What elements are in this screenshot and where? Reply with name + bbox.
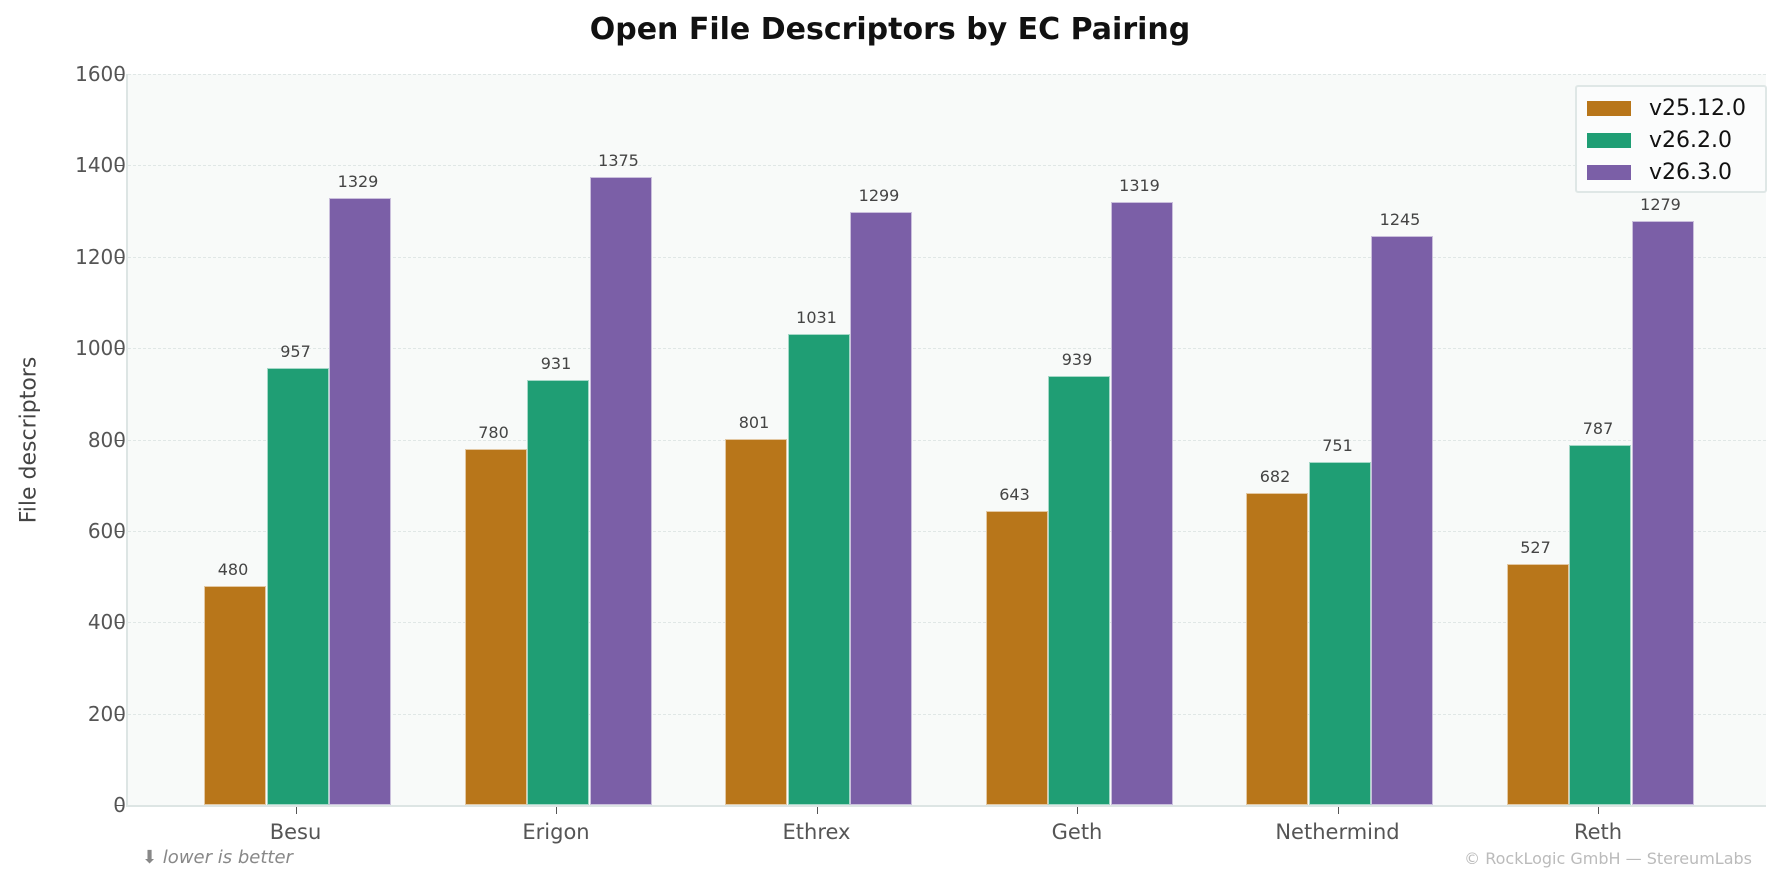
bar-value-label: 682	[1259, 467, 1291, 487]
bar-ethrex-v26-3-0	[850, 211, 912, 805]
y-tick-mark	[116, 348, 124, 350]
gridline	[128, 74, 1766, 75]
legend-swatch-icon	[1587, 132, 1631, 148]
legend-label: v26.2.0	[1649, 127, 1732, 153]
y-tick-label: 1200	[75, 244, 126, 269]
legend-item-v26-2-0: v26.2.0	[1587, 125, 1732, 155]
bar-geth-v26-2-0	[1048, 376, 1110, 805]
bar-value-label: 1329	[337, 171, 379, 191]
bar-value-label: 1279	[1640, 194, 1681, 214]
y-tick-mark	[116, 530, 124, 532]
legend-item-v26-3-0: v26.3.0	[1587, 157, 1732, 187]
bar-geth-v25-12-0	[985, 511, 1048, 805]
bar-value-label: 957	[280, 341, 311, 361]
bar-value-label: 480	[217, 559, 249, 579]
legend-label: v26.3.0	[1649, 159, 1732, 185]
y-tick-mark	[116, 622, 124, 624]
bar-value-label: 527	[1520, 538, 1551, 558]
bar-nethermind-v26-3-0	[1371, 236, 1433, 805]
x-tick-label-ethrex: Ethrex	[782, 820, 851, 844]
x-tick-mark	[1077, 807, 1078, 814]
bar-value-label: 1031	[796, 307, 837, 327]
legend-label: v25.12.0	[1649, 95, 1746, 121]
bar-value-label: 751	[1322, 435, 1353, 455]
legend: v25.12.0 v26.2.0 v26.3.0	[1575, 85, 1767, 193]
bar-value-label: 643	[999, 485, 1030, 505]
y-tick-mark	[116, 74, 124, 75]
y-tick-label: 200	[87, 701, 126, 726]
x-tick-mark	[295, 807, 297, 814]
chart-title: Open File Descriptors by EC Pairing	[589, 12, 1191, 47]
y-axis-title: File descriptors	[16, 356, 42, 524]
bar-value-label: 1245	[1379, 210, 1421, 230]
y-tick-label: 1000	[75, 336, 126, 361]
bar-nethermind-v26-2-0	[1308, 461, 1371, 805]
y-tick-mark	[116, 256, 124, 258]
x-tick-mark	[1598, 807, 1599, 814]
y-tick-label: 1400	[75, 153, 126, 178]
plot-area	[126, 74, 1766, 807]
bar-reth-v26-3-0	[1631, 220, 1694, 805]
bar-besu-v25-12-0	[204, 585, 266, 805]
bar-nethermind-v25-12-0	[1246, 493, 1308, 805]
bar-value-label: 931	[540, 353, 572, 373]
y-tick-label: 0	[113, 793, 126, 817]
x-tick-mark	[556, 807, 557, 814]
bar-value-label: 787	[1582, 419, 1614, 439]
bar-value-label: 1299	[858, 185, 900, 205]
y-tick-mark	[116, 713, 124, 715]
legend-item-v25-12-0: v25.12.0	[1587, 93, 1746, 123]
bar-value-label: 939	[1061, 349, 1093, 369]
bar-reth-v26-2-0	[1569, 445, 1631, 805]
y-tick-mark	[116, 165, 124, 167]
bar-ethrex-v25-12-0	[725, 439, 787, 805]
gridline	[128, 713, 1766, 715]
gridline	[128, 256, 1766, 258]
bar-besu-v26-2-0	[266, 367, 329, 805]
bar-value-label: 1319	[1119, 176, 1160, 196]
gridline	[128, 530, 1766, 532]
bar-besu-v26-3-0	[329, 197, 391, 805]
lower-is-better-note: ⬇ lower is better	[142, 847, 293, 868]
copyright-text: © RockLogic GmbH — StereumLabs	[1464, 849, 1752, 868]
bar-erigon-v26-2-0	[527, 379, 589, 805]
bar-ethrex-v26-2-0	[787, 333, 850, 805]
x-tick-mark	[816, 807, 818, 814]
gridline	[128, 165, 1766, 167]
bar-erigon-v25-12-0	[464, 448, 527, 805]
bar-value-label: 1375	[598, 150, 639, 170]
legend-swatch-icon	[1587, 100, 1631, 116]
x-tick-label-geth: Geth	[1051, 820, 1103, 844]
x-tick-label-erigon: Erigon	[522, 820, 590, 844]
x-tick-label-besu: Besu	[269, 820, 322, 844]
y-tick-label: 1600	[75, 62, 126, 86]
bar-erigon-v26-3-0	[589, 176, 652, 805]
bar-value-label: 801	[738, 413, 770, 433]
bar-value-label: 780	[478, 422, 509, 442]
x-tick-mark	[1337, 807, 1339, 814]
y-tick-label: 600	[87, 518, 126, 543]
x-tick-label-nethermind: Nethermind	[1275, 820, 1400, 844]
y-tick-mark	[116, 805, 124, 806]
bar-geth-v26-3-0	[1110, 202, 1173, 805]
gridline	[128, 348, 1766, 350]
y-tick-mark	[116, 439, 124, 441]
gridline	[128, 439, 1766, 441]
legend-swatch-icon	[1587, 164, 1631, 180]
x-tick-label-reth: Reth	[1573, 820, 1623, 844]
y-tick-label: 800	[87, 427, 126, 452]
bar-reth-v25-12-0	[1506, 564, 1569, 805]
gridline	[128, 622, 1766, 624]
y-tick-label: 400	[87, 610, 126, 635]
